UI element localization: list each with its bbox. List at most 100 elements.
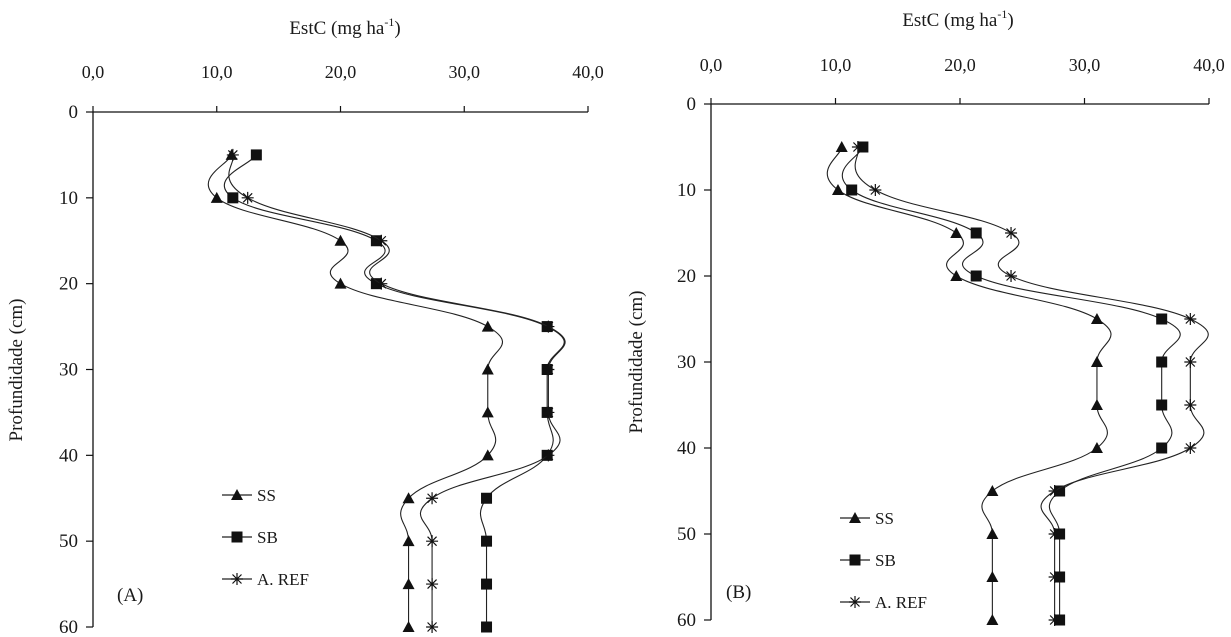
data-point-triangle [835,141,848,152]
y-tick-label: 60 [677,610,696,631]
legend-label: SS [257,486,276,505]
x-tick-label: 0,0 [82,62,105,82]
x-axis-title-main: EstC (mg ha [902,10,998,31]
panel-label: (B) [726,582,751,603]
data-point-square [1156,356,1168,368]
data-point-triangle [1090,356,1103,367]
y-tick-label: 30 [677,352,696,373]
data-point-triangle [1090,442,1103,453]
x-tick-label: 30,0 [1069,55,1101,75]
x-tick-label: 30,0 [449,62,481,82]
chart-panel-a: EstC (mg ha-1) 0,0 10,0 20,0 30,0 40,0 0 10 20 30… [6,15,604,637]
legend-marker-square [231,531,243,543]
data-point-star [542,363,555,376]
data-point-square [970,270,982,282]
data-point-triangle [402,492,415,504]
data-point-star [851,141,864,153]
data-point-star [1184,399,1197,411]
data-point-square [227,192,239,204]
y-tick-label: 50 [59,531,78,552]
legend-label: SB [875,551,896,570]
data-point-triangle [986,571,999,582]
legend-marker-star [849,596,861,608]
data-point-star [869,184,882,196]
legend-marker-triangle [231,489,243,500]
data-point-square [1156,399,1168,411]
y-axis-label: Profundidade (cm) [626,291,647,434]
data-point-star [1048,571,1061,583]
y-tick-label: 0 [69,102,79,123]
data-point-star [542,449,555,462]
x-axis-title-close: ) [394,18,400,39]
data-point-star [375,234,388,247]
series-line-star [228,154,566,628]
data-point-star [426,535,439,548]
y-tick-label: 10 [59,188,78,209]
data-point-triangle [481,320,494,332]
y-tick-label: 40 [677,438,696,459]
x-axis-title-main: EstC (mg ha [289,18,385,39]
y-tick-label: 40 [59,445,78,466]
legend-label: SB [257,528,278,547]
data-point-triangle [1090,313,1103,324]
x-axis-title: EstC (mg ha-1) [902,7,1013,31]
data-point-triangle [481,449,494,461]
data-point-triangle [402,621,415,632]
series-line-square [223,154,565,627]
x-tick-label: 10,0 [201,62,233,82]
data-point-triangle [402,578,415,590]
series-line-triangle [207,154,503,627]
data-point-square [1156,442,1168,454]
data-point-star [1048,485,1061,497]
data-point-square [250,149,262,161]
data-point-star [1005,270,1018,282]
y-tick-label: 10 [677,180,696,201]
legend-marker-star [231,573,243,585]
data-point-triangle [334,277,347,289]
data-point-triangle [950,270,963,281]
data-point-star [1048,528,1061,540]
data-point-triangle [831,184,844,195]
data-point-square [481,492,493,504]
data-point-star [1184,356,1197,368]
legend-marker-triangle [849,512,861,523]
y-tick-label: 20 [677,266,696,287]
series-line-star [854,146,1209,620]
legend-marker-square [849,554,861,566]
y-axis-label: Profundidade (cm) [6,299,27,442]
y-tick-label: 50 [677,524,696,545]
data-point-star [426,492,439,505]
data-point-triangle [481,406,494,418]
data-point-star [542,406,555,419]
data-point-triangle [1090,399,1103,410]
data-point-star [426,578,439,591]
data-point-star [1048,614,1061,626]
data-point-triangle [334,234,347,246]
data-point-triangle [481,363,494,375]
data-point-star [1005,227,1018,239]
data-point-square [846,184,858,196]
y-tick-label: 30 [59,360,78,381]
x-axis-title-superscript: -1 [384,15,394,29]
x-tick-label: 20,0 [944,55,976,75]
panel-label: (A) [117,585,143,606]
x-tick-label: 10,0 [820,55,852,75]
y-tick-label: 0 [687,94,697,115]
x-axis-title-close: ) [1007,10,1013,31]
data-point-triangle [986,528,999,539]
y-tick-label: 20 [59,274,78,295]
data-point-triangle [986,614,999,625]
x-tick-label: 40,0 [572,62,604,82]
data-point-square [481,578,493,590]
data-point-star [542,320,555,333]
data-point-square [481,535,493,547]
data-point-square [1156,313,1168,325]
series-line-square [841,146,1181,620]
data-point-square [481,621,493,633]
series-line-triangle [826,146,1112,620]
x-tick-label: 40,0 [1193,55,1225,75]
data-point-triangle [210,191,223,203]
y-tick-label: 60 [59,617,78,637]
legend-label: A. REF [257,570,309,589]
